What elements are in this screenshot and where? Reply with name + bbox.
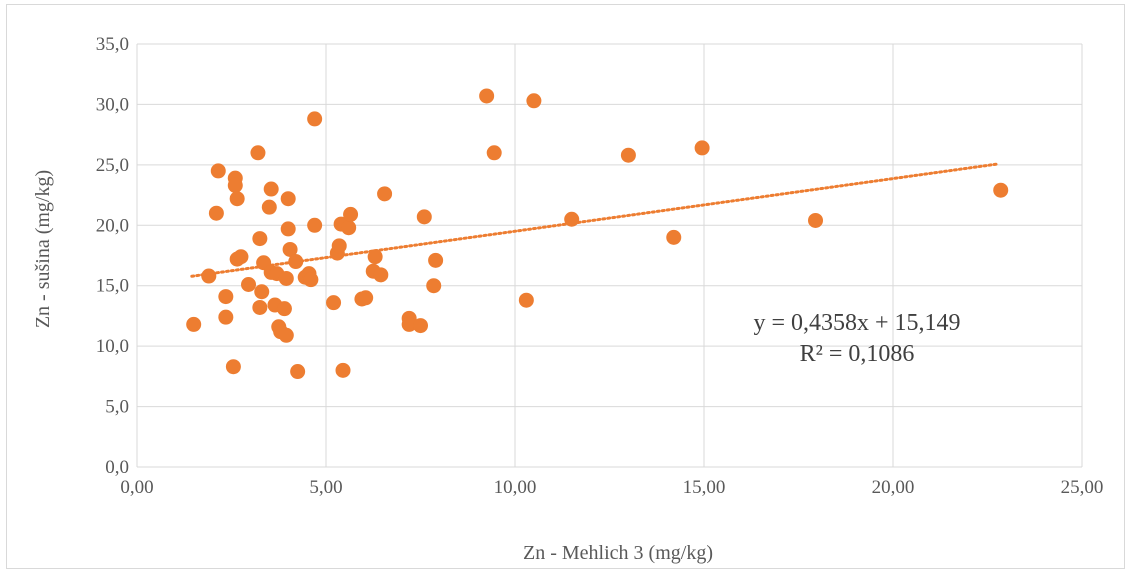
data-point: [303, 272, 319, 288]
chart-frame: 0,0 5,0 10,0 15,0 20,0 25,0 30,0 35,0 0,00 5,00 1…: [6, 4, 1125, 569]
trendline-layer: [190, 162, 1001, 278]
data-point: [263, 181, 279, 197]
data-point: [280, 191, 296, 207]
data-point: [276, 301, 292, 317]
data-point: [278, 270, 294, 286]
data-point: [808, 212, 824, 228]
data-point: [486, 145, 502, 161]
data-point: [518, 292, 534, 308]
x-tick-label: 20,00: [872, 477, 915, 498]
data-point: [401, 316, 417, 332]
trendline-equation: y = 0,4358x + 15,149: [753, 310, 960, 336]
data-point: [252, 231, 268, 247]
data-point: [225, 359, 241, 375]
y-tick-label: 10,0: [96, 336, 129, 357]
x-axis-title: Zn - Mehlich 3 (mg/kg): [523, 542, 713, 564]
data-point: [377, 186, 393, 202]
data-point: [282, 241, 298, 257]
data-point: [993, 182, 1009, 198]
data-point: [479, 88, 495, 104]
data-point: [208, 205, 224, 221]
x-tick-label: 10,00: [494, 477, 537, 498]
trendline: [190, 162, 1001, 278]
y-tick-label: 0,0: [105, 457, 129, 478]
y-tick-label: 5,0: [105, 397, 129, 418]
data-point: [307, 217, 323, 233]
data-point: [201, 268, 217, 284]
scatter-chart: 0,0 5,0 10,0 15,0 20,0 25,0 30,0 35,0 0,00 5,00 1…: [32, 34, 1103, 564]
data-point: [367, 249, 383, 265]
data-point: [218, 309, 234, 325]
data-point: [254, 284, 270, 300]
data-point: [278, 327, 294, 343]
y-axis-title: Zn - sušina (mg/kg): [32, 170, 54, 328]
gridlines: [136, 43, 1083, 468]
y-tick-label: 30,0: [96, 94, 129, 115]
data-point: [218, 289, 234, 305]
data-point: [288, 254, 304, 270]
x-axis-ticks: 0,00 5,00 10,00 15,00 20,00 25,00: [120, 477, 1103, 498]
x-tick-label: 5,00: [309, 477, 342, 498]
data-point: [341, 220, 357, 236]
y-tick-label: 35,0: [96, 34, 129, 55]
data-point: [280, 221, 296, 237]
data-point: [331, 238, 347, 254]
x-tick-label: 15,00: [683, 477, 726, 498]
data-point: [526, 93, 542, 109]
data-point: [694, 140, 710, 156]
data-point: [413, 318, 428, 334]
data-point: [335, 362, 351, 378]
data-point: [564, 211, 580, 227]
data-point: [261, 199, 277, 215]
data-point: [210, 163, 226, 179]
data-points: [186, 88, 1009, 380]
data-point: [358, 290, 374, 306]
data-point: [229, 191, 245, 207]
y-tick-label: 25,0: [96, 155, 129, 176]
data-point: [428, 252, 444, 268]
data-point: [373, 267, 389, 283]
data-point: [233, 249, 249, 265]
y-tick-label: 20,0: [96, 215, 129, 236]
y-axis-ticks: 0,0 5,0 10,0 15,0 20,0 25,0 30,0 35,0: [96, 34, 129, 478]
trendline-r-squared: R² = 0,1086: [800, 341, 915, 367]
y-tick-label: 15,0: [96, 276, 129, 297]
data-point: [620, 147, 636, 163]
x-tick-label: 25,00: [1061, 477, 1104, 498]
x-tick-label: 0,00: [120, 477, 153, 498]
data-point: [426, 278, 442, 294]
data-point: [250, 145, 266, 161]
data-point: [186, 316, 202, 332]
data-point: [241, 277, 257, 293]
data-point: [307, 111, 323, 127]
data-point: [227, 177, 243, 193]
data-point: [290, 364, 306, 380]
data-point: [326, 295, 342, 311]
data-point: [666, 229, 682, 245]
data-point: [252, 299, 268, 315]
data-point: [416, 209, 432, 225]
data-point: [343, 206, 359, 222]
